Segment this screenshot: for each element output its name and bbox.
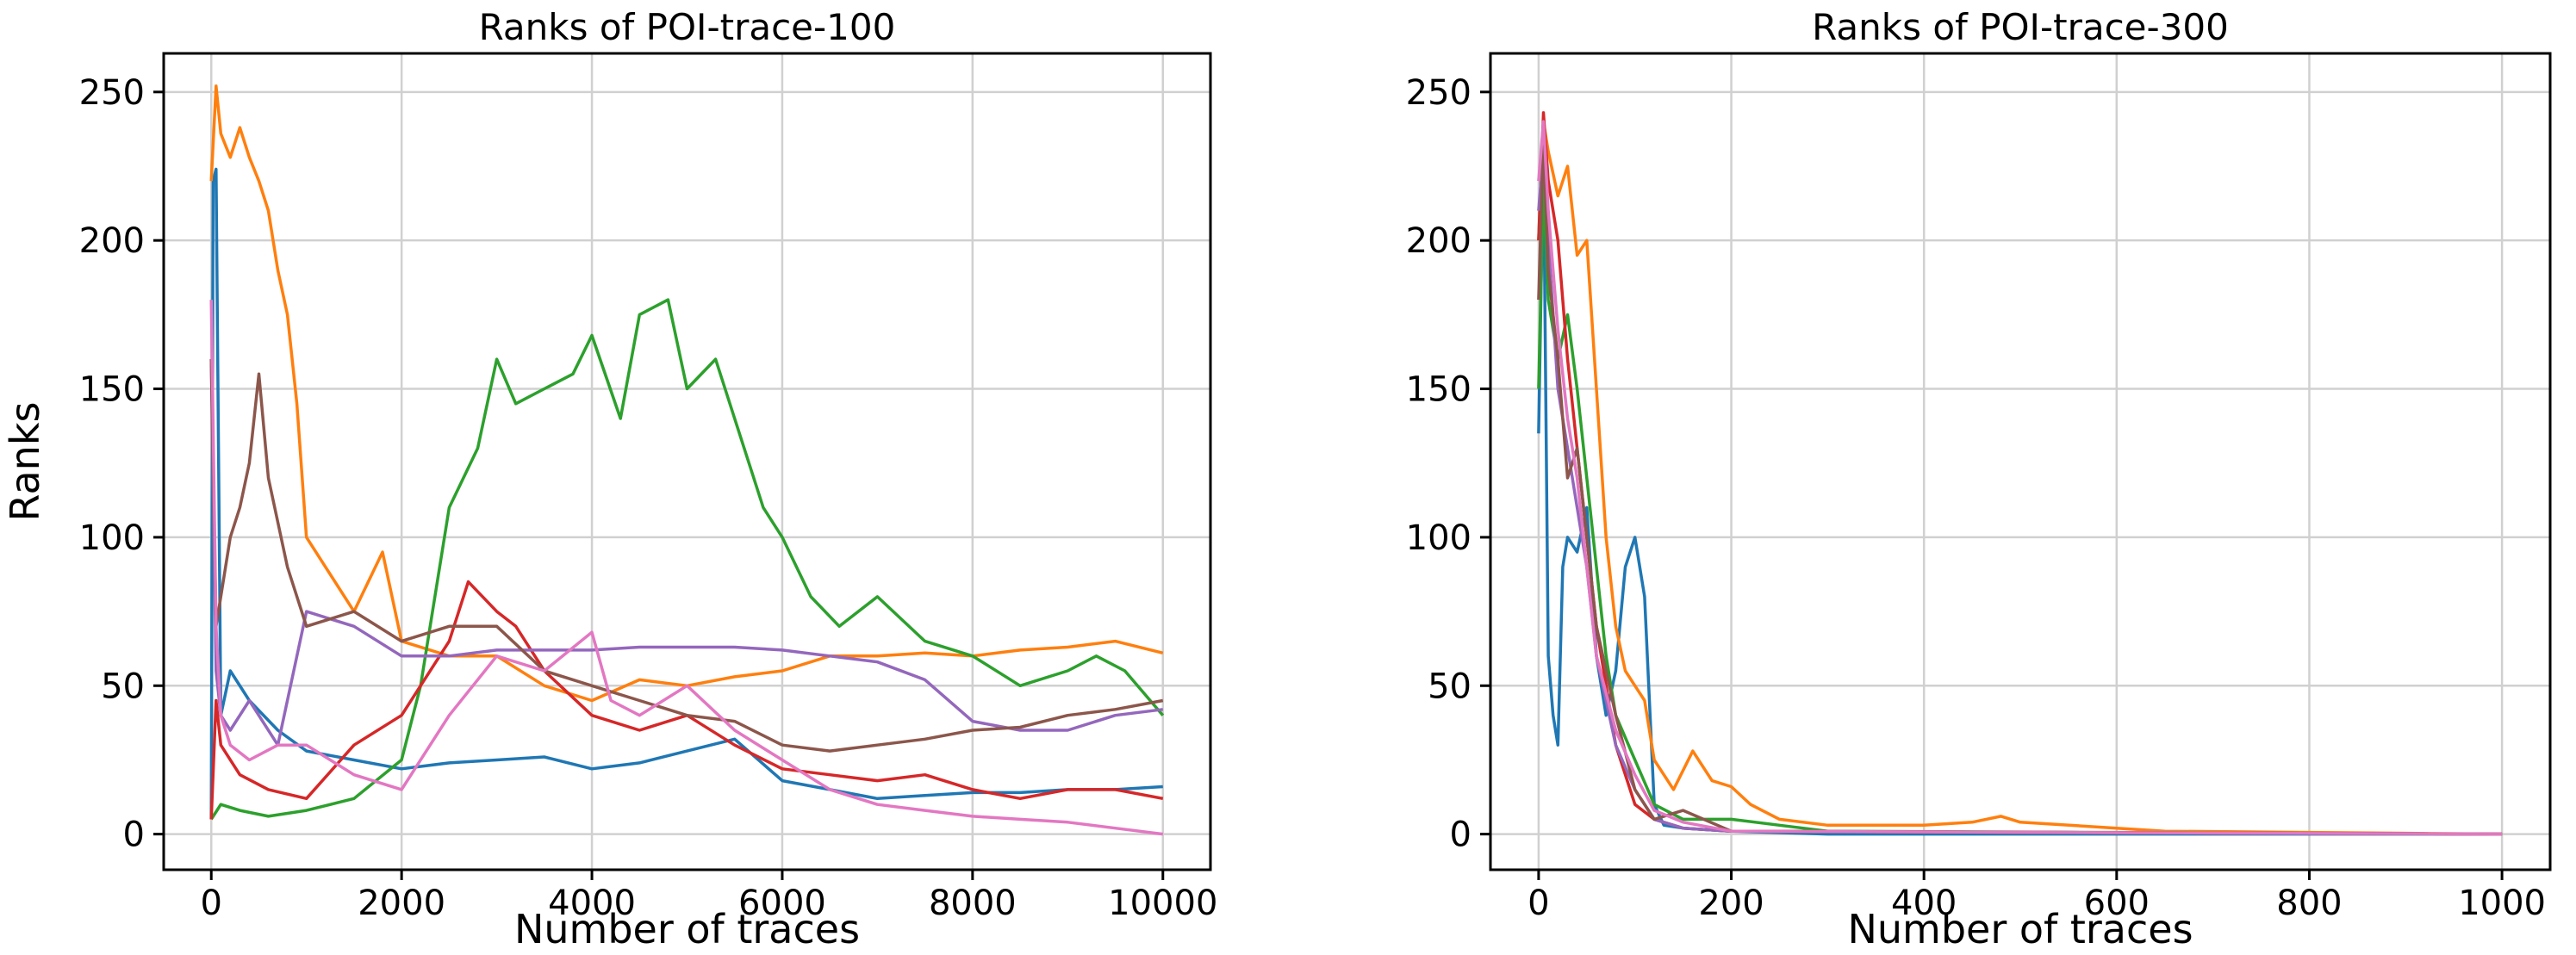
y-tick-label-0-0: 0 xyxy=(123,815,145,855)
x-tick-label-1-0: 0 xyxy=(1528,884,1549,923)
x-tick-label-1-4: 800 xyxy=(2276,884,2342,923)
y-tick-label-0-4: 200 xyxy=(79,221,145,261)
series-line-1-6 xyxy=(1537,120,2503,836)
series-line-0-0 xyxy=(209,167,1163,820)
series-line-0-6 xyxy=(209,300,1164,836)
series-line-0-2 xyxy=(209,298,1165,821)
plot-frame-0 xyxy=(162,52,1212,871)
x-tick-label-0-3: 6000 xyxy=(738,884,826,923)
x-tick-label-0-2: 4000 xyxy=(548,884,636,923)
series-line-1-4 xyxy=(1537,150,2503,836)
x-tick-label-0-0: 0 xyxy=(201,884,222,923)
x-axis-label-0: Number of traces xyxy=(514,906,860,952)
y-tick-label-0-1: 50 xyxy=(101,667,145,706)
y-tick-label-1-1: 50 xyxy=(1428,667,1472,706)
y-tick-label-1-4: 200 xyxy=(1406,221,1472,261)
chart-title-1: Ranks of POI-trace-300 xyxy=(1812,6,2229,48)
y-tick-label-0-2: 100 xyxy=(79,518,145,558)
series-line-1-3 xyxy=(1537,111,2503,836)
x-tick-label-0-4: 8000 xyxy=(929,884,1017,923)
series-line-1-2 xyxy=(1537,179,2503,836)
x-axis-label-1: Number of traces xyxy=(1847,906,2193,952)
y-tick-label-0-3: 150 xyxy=(79,370,145,410)
y-tick-label-1-3: 150 xyxy=(1406,370,1472,410)
y-tick-label-1-5: 250 xyxy=(1406,73,1472,113)
x-tick-label-0-1: 2000 xyxy=(358,884,445,923)
series-line-0-3 xyxy=(209,580,1164,820)
y-tick-label-0-5: 250 xyxy=(79,73,145,113)
series-line-0-1 xyxy=(209,84,1164,703)
series-line-1-5 xyxy=(1537,134,2503,836)
x-tick-label-1-5: 1000 xyxy=(2458,884,2546,923)
x-tick-label-1-1: 200 xyxy=(1698,884,1764,923)
y-axis-label-0: Ranks xyxy=(2,402,48,522)
chart-title-0: Ranks of POI-trace-100 xyxy=(479,6,896,48)
series-line-1-1 xyxy=(1537,120,2503,836)
series-line-1-0 xyxy=(1537,150,2503,836)
y-tick-label-1-2: 100 xyxy=(1406,518,1472,558)
series-line-0-5 xyxy=(209,359,1164,753)
y-tick-label-1-0: 0 xyxy=(1450,815,1472,855)
plot-frame-1 xyxy=(1489,52,2552,871)
x-tick-label-1-2: 400 xyxy=(1891,884,1957,923)
x-tick-label-1-3: 600 xyxy=(2084,884,2150,923)
series-line-0-4 xyxy=(209,359,1164,747)
x-tick-label-0-5: 10000 xyxy=(1108,884,1217,923)
